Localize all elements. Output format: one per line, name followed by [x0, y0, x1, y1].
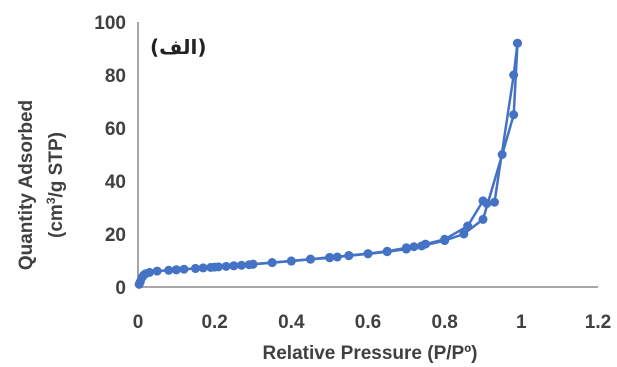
data-point [332, 252, 342, 262]
data-point [513, 38, 522, 48]
tick-labels: 0 0.2 0.4 0.6 0.8 1 1.2 0 20 40 60 80 100 [94, 13, 611, 333]
data-point [286, 256, 296, 266]
data-point [478, 214, 488, 224]
x-tick-label: 1.2 [585, 312, 611, 333]
data-point [490, 197, 499, 207]
data-point [509, 110, 519, 120]
data-point [191, 263, 200, 273]
data-point [440, 234, 450, 244]
x-tick-label: 0.2 [201, 312, 227, 333]
y-axis-title-suffix: /g STP) [46, 132, 67, 197]
data-point [179, 264, 189, 274]
data-point [497, 150, 507, 159]
series-line-1 [138, 43, 519, 285]
data-point [152, 266, 162, 276]
y-axis-title-line2: (cm3/g STP) [44, 132, 67, 238]
data-point [421, 239, 430, 249]
data-point [237, 260, 246, 270]
y-tick-label: 80 [105, 66, 126, 87]
data-point [325, 253, 335, 263]
data-point [363, 249, 373, 259]
data-point [164, 265, 174, 275]
data-point [344, 250, 354, 260]
data-point [463, 221, 473, 231]
y-tick-label: 20 [105, 225, 126, 246]
data-point [459, 229, 469, 239]
data-point [478, 196, 488, 206]
data-point [409, 242, 419, 252]
data-point [210, 262, 220, 272]
y-axis-title-superscript: 3 [44, 197, 58, 204]
x-tick-label: 1 [516, 312, 527, 333]
y-tick-label: 40 [105, 172, 126, 193]
y-tick-label: 0 [115, 278, 126, 299]
axes [137, 22, 598, 288]
data-point [267, 258, 277, 268]
series-lines [138, 43, 519, 285]
data-point [221, 261, 231, 271]
data-point [248, 259, 258, 269]
y-tick-label: 100 [94, 13, 126, 34]
x-tick-label: 0.8 [431, 312, 457, 333]
data-point [171, 265, 181, 275]
data-point [145, 267, 154, 277]
data-point [306, 254, 315, 264]
panel-label: (الف) [150, 35, 206, 59]
data-point [509, 70, 519, 80]
x-tick-label: 0 [133, 312, 144, 333]
y-axis-title-line1: Quantity Adsorbed [16, 100, 37, 270]
y-axis-title-prefix: (cm [46, 204, 67, 238]
x-axis-title: Relative Pressure (P/Pº) [263, 343, 478, 364]
data-point [198, 263, 208, 273]
x-tick-label: 0.4 [278, 312, 305, 333]
y-tick-label: 60 [105, 119, 126, 140]
x-tick-label: 0.6 [355, 312, 381, 333]
data-point [229, 261, 239, 271]
data-point [382, 246, 392, 256]
data-points [134, 38, 522, 289]
data-point [401, 243, 411, 253]
